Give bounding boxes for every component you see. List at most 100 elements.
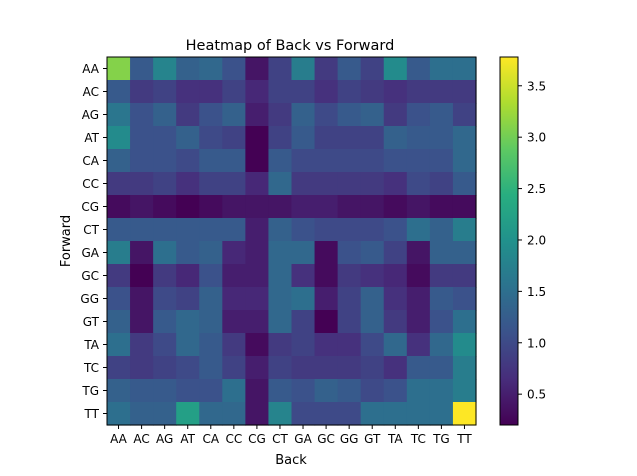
y-tick-label: CT: [83, 223, 99, 237]
heatmap-cell: [153, 172, 177, 196]
heatmap-cell: [291, 149, 316, 173]
heatmap-cell: [268, 57, 293, 81]
colorbar-tick-label: 0.5: [527, 388, 546, 402]
heatmap-cell: [337, 57, 362, 81]
colorbar-tick-label: 3.5: [527, 79, 546, 93]
heatmap-cell: [452, 195, 477, 219]
y-axis-label: Forward: [59, 215, 74, 267]
heatmap-cell: [337, 241, 362, 265]
heatmap-cell: [176, 356, 200, 380]
y-tick-label: CC: [82, 177, 99, 191]
x-tick-label: GC: [317, 432, 335, 446]
heatmap-cell: [176, 172, 200, 196]
colorbar-tick-label: 1.0: [527, 336, 546, 350]
heatmap-cell: [153, 126, 177, 150]
x-axis-ticks: AA AC AG AT CA CC CG CT GA GC GG GT TA TC TG TT: [110, 425, 472, 446]
heatmap-cell: [107, 149, 131, 173]
heatmap-cell: [107, 80, 131, 104]
heatmap-cell: [268, 402, 293, 426]
heatmap-cell: [452, 356, 477, 380]
heatmap-cell: [337, 80, 362, 104]
heatmap-cell: [199, 241, 223, 265]
heatmap-cells: [107, 57, 477, 426]
heatmap-cell: [130, 287, 154, 311]
heatmap-cell: [176, 379, 200, 403]
heatmap-cell: [452, 57, 477, 81]
heatmap-cell: [406, 402, 431, 426]
y-tick-label: TT: [84, 407, 100, 421]
y-tick-label: GT: [83, 315, 100, 329]
heatmap-cell: [222, 126, 246, 150]
heatmap-cell: [360, 103, 385, 127]
x-axis-label: Back: [275, 453, 307, 468]
heatmap-cell: [360, 195, 385, 219]
heatmap-cell: [314, 80, 339, 104]
heatmap-cell: [176, 241, 200, 265]
heatmap-cell: [153, 264, 177, 288]
heatmap-cell: [452, 379, 477, 403]
heatmap-cell: [314, 57, 339, 81]
heatmap-cell: [130, 57, 154, 81]
heatmap-cell: [222, 333, 246, 357]
heatmap-cell: [199, 333, 223, 357]
heatmap-cell: [268, 379, 293, 403]
heatmap-cell: [383, 264, 408, 288]
heatmap-cell: [429, 218, 454, 242]
y-tick-label: AT: [84, 131, 99, 145]
heatmap-cell: [337, 264, 362, 288]
x-tick-label: TT: [456, 432, 472, 446]
heatmap-cell: [383, 195, 408, 219]
heatmap-cell: [360, 241, 385, 265]
heatmap-cell: [429, 310, 454, 334]
heatmap-cell: [222, 149, 246, 173]
heatmap-cell: [107, 402, 131, 426]
heatmap-cell: [268, 149, 293, 173]
heatmap-cell: [176, 402, 200, 426]
heatmap-cell: [176, 57, 200, 81]
heatmap-cell: [222, 287, 246, 311]
heatmap-cell: [130, 80, 154, 104]
heatmap-cell: [199, 287, 223, 311]
heatmap-cell: [107, 264, 131, 288]
heatmap-cell: [176, 80, 200, 104]
heatmap-cell: [406, 80, 431, 104]
heatmap-cell: [222, 172, 246, 196]
heatmap-cell: [291, 287, 316, 311]
y-tick-label: TG: [81, 384, 99, 398]
heatmap-cell: [337, 333, 362, 357]
heatmap-cell: [337, 172, 362, 196]
x-tick-label: CA: [202, 432, 219, 446]
heatmap-cell: [429, 172, 454, 196]
heatmap-cell: [406, 218, 431, 242]
heatmap-cell: [153, 218, 177, 242]
heatmap-cell: [130, 241, 154, 265]
heatmap-cell: [314, 310, 339, 334]
heatmap-cell: [383, 80, 408, 104]
heatmap-cell: [406, 149, 431, 173]
y-axis-ticks: AA AC AG AT CA CC CG CT GA GC GG GT TA TC TG TT: [80, 62, 107, 421]
heatmap-cell: [314, 126, 339, 150]
heatmap-cell: [360, 310, 385, 334]
heatmap-cell: [406, 103, 431, 127]
heatmap-cell: [176, 333, 200, 357]
x-tick-label: CG: [248, 432, 266, 446]
heatmap-cell: [452, 172, 477, 196]
heatmap-cell: [291, 195, 316, 219]
heatmap-cell: [314, 264, 339, 288]
heatmap-cell: [199, 149, 223, 173]
heatmap-cell: [291, 218, 316, 242]
heatmap-cell: [107, 333, 131, 357]
heatmap-cell: [222, 57, 246, 81]
heatmap-cell: [406, 264, 431, 288]
heatmap-cell: [176, 149, 200, 173]
y-tick-label: AG: [82, 108, 99, 122]
heatmap-cell: [383, 172, 408, 196]
heatmap-cell: [383, 149, 408, 173]
heatmap-cell: [176, 126, 200, 150]
heatmap-cell: [130, 172, 154, 196]
heatmap-cell: [107, 241, 131, 265]
colorbar-ticks: 0.5 1.0 1.5 2.0 2.5 3.0 3.5: [518, 79, 546, 402]
y-tick-label: GC: [81, 269, 99, 283]
x-tick-label: AG: [156, 432, 173, 446]
colorbar-tick-label: 1.5: [527, 285, 546, 299]
